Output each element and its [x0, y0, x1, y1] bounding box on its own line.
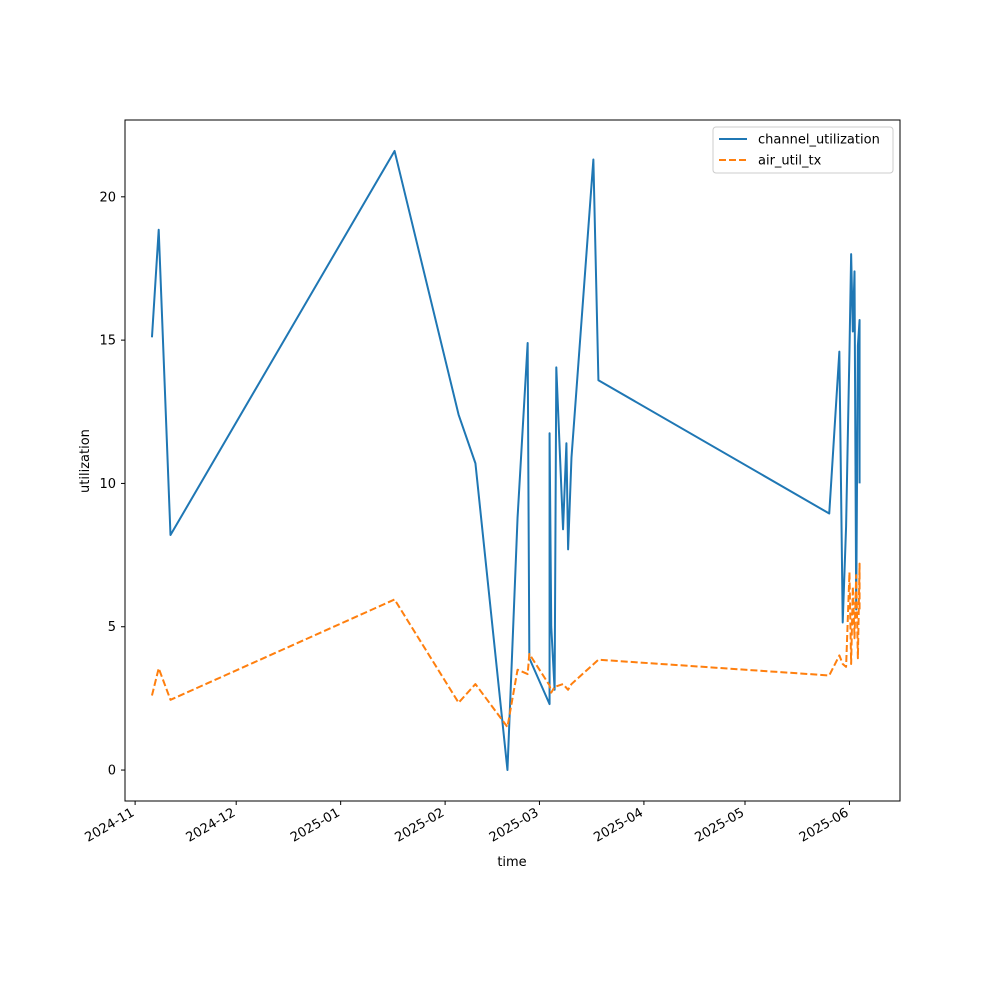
- legend: channel_utilization air_util_tx: [712, 126, 894, 174]
- axes-frame: [124, 119, 901, 802]
- legend-box: [712, 126, 894, 174]
- y-tick-label: 10: [99, 477, 116, 492]
- legend-label-air-util-tx: air_util_tx: [758, 154, 822, 169]
- y-tick-label: 15: [99, 334, 116, 349]
- x-axis-label: time: [497, 855, 526, 870]
- legend-label-channel-utilization: channel_utilization: [758, 133, 880, 148]
- y-tick-label: 5: [108, 620, 116, 635]
- y-axis-label: utilization: [78, 429, 93, 493]
- series-line-channel-utilization: [150, 149, 861, 772]
- series-line-air-util-tx: [150, 562, 861, 729]
- plot-area: [150, 149, 861, 772]
- y-tick-label: 0: [108, 764, 116, 779]
- y-tick-label: 20: [99, 190, 116, 205]
